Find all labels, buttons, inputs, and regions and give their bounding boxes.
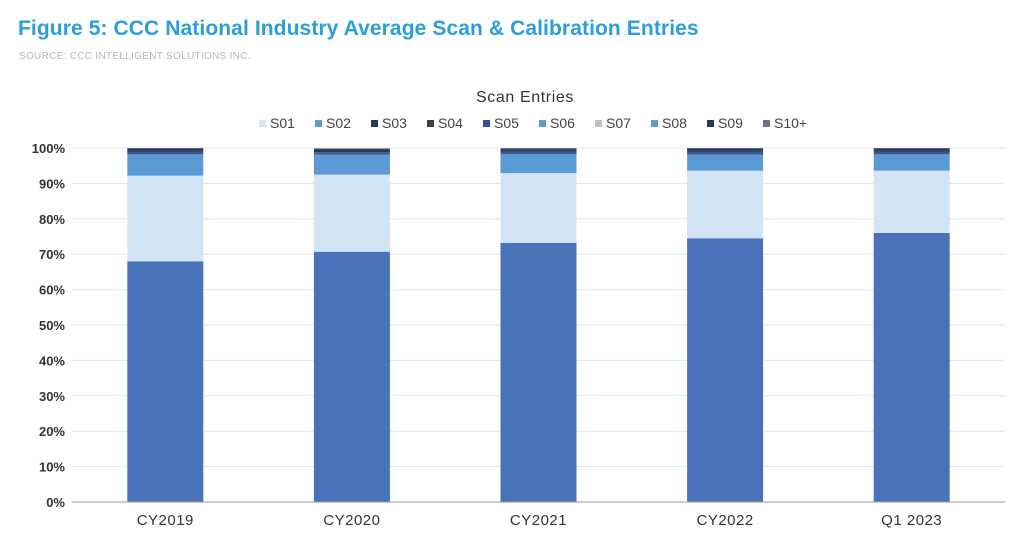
bar-segment [127, 175, 204, 262]
bar-segment [873, 148, 950, 150]
legend-swatch [595, 120, 602, 127]
y-tick-label: 60% [39, 283, 65, 298]
y-tick-label: 80% [39, 212, 65, 227]
bar-segment [500, 173, 577, 243]
x-tick-label: Q1 2023 [881, 512, 942, 529]
bar-segment [500, 151, 577, 155]
bar-segment [127, 154, 204, 176]
x-axis: CY2019 CY2020 CY2021 CY2022 Q1 2023 [72, 501, 1005, 529]
y-tick-label: 100% [32, 141, 66, 156]
bar-segment [873, 149, 950, 151]
legend-label: S08 [662, 115, 687, 131]
legend-swatch [427, 120, 434, 127]
bar-stack [687, 148, 764, 502]
legend-label: S10+ [774, 115, 807, 131]
legend-item: S04 [427, 115, 463, 131]
bar-segment [873, 154, 950, 171]
legend-swatch [651, 120, 658, 127]
chart-title: Scan Entries [476, 89, 574, 106]
bar-segment [687, 238, 764, 502]
bar-segment [687, 151, 764, 155]
bar-segment [687, 148, 764, 150]
legend-label: S09 [718, 115, 743, 131]
legend-label: S02 [326, 115, 351, 131]
legend-item: S02 [315, 115, 351, 131]
legend-swatch [763, 120, 770, 127]
x-tick-label: CY2021 [510, 512, 567, 529]
legend-item: S06 [539, 115, 575, 131]
x-tick-label: CY2020 [323, 512, 380, 529]
bar-segment [127, 151, 204, 155]
bar-segment [127, 150, 204, 152]
y-tick-label: 30% [39, 389, 65, 404]
chart-bars [127, 148, 950, 502]
bar-segment [873, 151, 950, 155]
legend-label: S07 [606, 115, 631, 131]
legend-item: S01 [259, 115, 295, 131]
bar-stack [313, 148, 390, 502]
bar-segment [500, 154, 577, 174]
bar-segment [313, 152, 390, 155]
y-tick-label: 0% [46, 495, 65, 510]
legend-item: S07 [595, 115, 631, 131]
figure-title: Figure 5: CCC National Industry Average … [18, 17, 699, 40]
legend-label: S04 [438, 115, 463, 131]
y-tick-label: 70% [39, 247, 65, 262]
x-tick-label: CY2019 [137, 512, 194, 529]
bar-segment [313, 154, 390, 175]
legend-label: S01 [270, 115, 295, 131]
bar-segment [313, 150, 390, 153]
bar-segment [500, 242, 577, 502]
legend-item: S03 [371, 115, 407, 131]
bar-segment [313, 149, 390, 151]
bar-segment [500, 149, 577, 152]
legend-swatch [539, 120, 546, 127]
legend-item: S05 [483, 115, 519, 131]
legend-label: S06 [550, 115, 575, 131]
legend-item: S08 [651, 115, 687, 131]
chart-legend: S01 S02 S03 S04 S05 S06 S07 S08 S09 S10+ [259, 115, 807, 131]
legend-swatch [315, 120, 322, 127]
bar-segment [500, 148, 577, 150]
bar-segment [687, 149, 764, 151]
bar-segment [313, 174, 390, 252]
bar-segment [127, 148, 204, 150]
y-tick-label: 90% [39, 176, 65, 191]
legend-swatch [707, 120, 714, 127]
y-tick-label: 50% [39, 318, 65, 333]
y-tick-label: 20% [39, 424, 65, 439]
figure-source: SOURCE: CCC INTELLIGENT SOLUTIONS INC. [19, 51, 251, 62]
bar-segment [313, 148, 390, 150]
legend-item: S10+ [763, 115, 807, 131]
bar-stack [873, 148, 950, 502]
legend-swatch [259, 120, 266, 127]
bar-stack [127, 148, 204, 502]
bar-segment [127, 149, 204, 151]
legend-label: S03 [382, 115, 407, 131]
bar-segment [873, 150, 950, 152]
legend-swatch [371, 120, 378, 127]
x-tick-label: CY2022 [696, 512, 753, 529]
y-tick-label: 40% [39, 353, 65, 368]
bar-segment [873, 170, 950, 233]
bar-segment [873, 232, 950, 502]
bar-segment [687, 170, 764, 239]
legend-label: S05 [494, 115, 519, 131]
bar-segment [687, 154, 764, 171]
bar-segment [687, 150, 764, 152]
bar-segment [127, 261, 204, 502]
y-axis: 0% 10% 20% 30% 40% 50% 60% 70% 80% 90% 100% [32, 141, 66, 510]
bar-stack [500, 148, 577, 502]
y-tick-label: 10% [39, 460, 65, 475]
legend-item: S09 [707, 115, 743, 131]
legend-swatch [483, 120, 490, 127]
bar-segment [313, 251, 390, 502]
